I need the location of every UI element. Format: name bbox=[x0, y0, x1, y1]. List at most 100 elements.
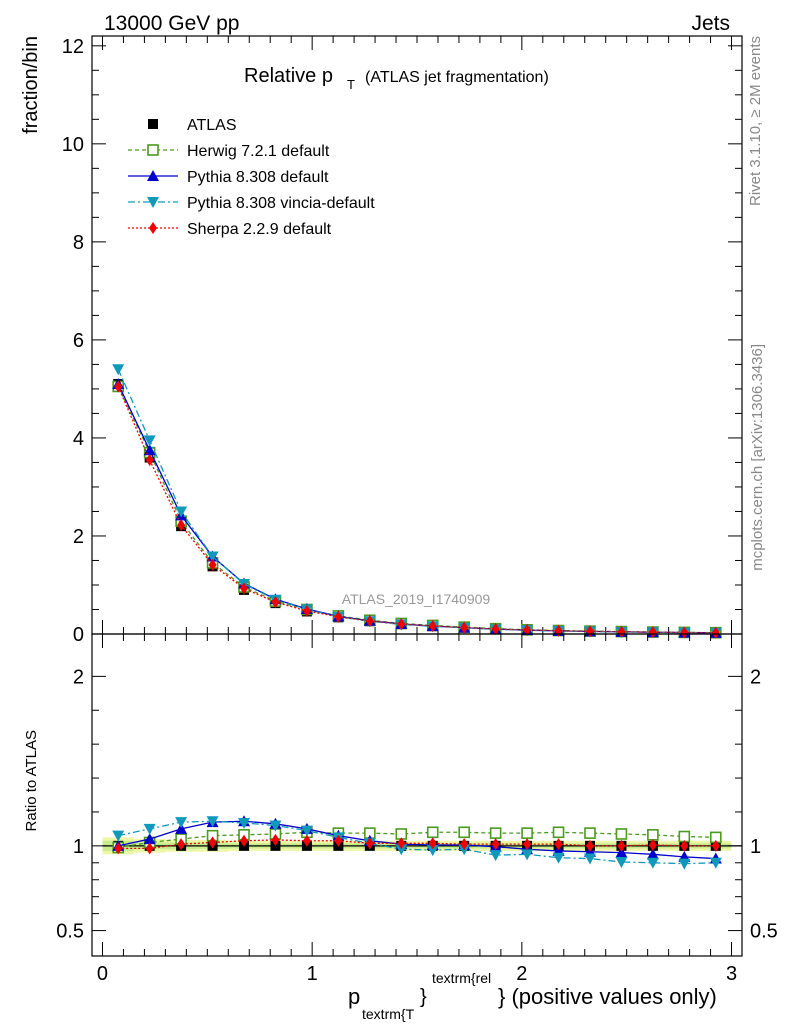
main-point-sherpa bbox=[460, 621, 469, 634]
xlabel-brace: } bbox=[420, 986, 427, 1008]
ratio-point-vincia bbox=[300, 825, 313, 837]
header-energy: 13000 GeV pp bbox=[104, 12, 239, 35]
ratio-point-sherpa bbox=[271, 833, 280, 846]
main-point-vincia bbox=[206, 551, 219, 563]
xlabel-superscript: textrm{rel bbox=[432, 970, 491, 986]
ratio-series-sherpa bbox=[114, 833, 720, 855]
main-plot-area: 0 2 4 6 8 10 12 bbox=[62, 35, 743, 646]
main-point-sherpa bbox=[491, 623, 500, 636]
ratio-point-pythia bbox=[175, 822, 188, 834]
main-point-sherpa bbox=[617, 625, 626, 638]
legend-label-atlas: ATLAS bbox=[187, 117, 237, 134]
ratio-xtick-label: 0 bbox=[97, 963, 108, 985]
ratio-point-herwig bbox=[458, 826, 470, 839]
legend-entry-pythia: Pythia 8.308 default bbox=[128, 169, 329, 186]
ratio-point-herwig bbox=[521, 827, 533, 839]
legend-marker-herwig bbox=[147, 144, 159, 156]
main-point-sherpa bbox=[428, 620, 437, 633]
ratio-series-vincia bbox=[112, 816, 722, 870]
ratio-plot-area: 0.5 0.5 1 1 2 2 0 1 2 3 bbox=[56, 633, 778, 985]
legend-marker-sherpa bbox=[149, 222, 157, 234]
ratio-point-sherpa bbox=[585, 839, 594, 852]
ratio-ytick-label-right: 0.5 bbox=[750, 921, 778, 943]
ratio-point-sherpa bbox=[334, 834, 343, 847]
ratio-point-sherpa bbox=[680, 839, 689, 852]
ratio-point-vincia bbox=[395, 844, 408, 856]
ratio-point-sherpa bbox=[428, 837, 437, 850]
ratio-point-pythia bbox=[615, 846, 628, 858]
plot-title: Relative p T (ATLAS jet fragmentation) bbox=[244, 65, 549, 92]
ratio-ylabel: Ratio to ATLAS bbox=[23, 730, 40, 831]
ratio-point-vincia bbox=[143, 823, 156, 835]
ratio-point-sherpa bbox=[648, 838, 657, 851]
legend-marker-vincia bbox=[147, 197, 159, 208]
main-point-sherpa bbox=[145, 453, 154, 466]
xlabel-subscript: textrm{T bbox=[362, 1006, 415, 1022]
ratio-series-pythia bbox=[112, 815, 722, 864]
ratio-ytick-label: 0.5 bbox=[56, 921, 84, 943]
main-ytick-label: 0 bbox=[73, 624, 84, 646]
ratio-xtick-label: 3 bbox=[726, 963, 737, 985]
ratio-point-vincia bbox=[615, 856, 628, 868]
main-point-sherpa bbox=[680, 626, 689, 639]
ratio-point-vincia bbox=[646, 857, 659, 869]
ratio-point-sherpa bbox=[460, 838, 469, 851]
ratio-line-vincia bbox=[118, 820, 716, 865]
ratio-point-sherpa bbox=[523, 838, 532, 851]
ratio-point-herwig bbox=[647, 829, 659, 841]
ratio-ytick-label: 2 bbox=[73, 666, 84, 688]
main-point-sherpa bbox=[648, 626, 657, 639]
ratio-point-herwig bbox=[552, 826, 565, 839]
title-paren: (ATLAS jet fragmentation) bbox=[365, 69, 549, 86]
ratio-point-pythia bbox=[143, 833, 156, 845]
main-point-vincia bbox=[112, 364, 125, 376]
ratio-point-sherpa bbox=[554, 838, 563, 851]
ratio-point-sherpa bbox=[397, 837, 406, 850]
title-subscript: T bbox=[347, 77, 355, 92]
ratio-point-vincia bbox=[583, 853, 596, 865]
ratio-point-vincia bbox=[238, 817, 251, 829]
mcplots-label: mcplots.cern.ch [arXiv:1306.3436] bbox=[749, 344, 766, 571]
ratio-point-herwig bbox=[489, 827, 502, 839]
legend-entry-atlas: ATLAS bbox=[148, 117, 237, 134]
analysis-watermark: ATLAS_2019_I1740909 bbox=[342, 591, 491, 607]
xlabel-p: p bbox=[348, 984, 360, 1009]
ratio-ytick-frame bbox=[91, 633, 743, 957]
header-process: Jets bbox=[691, 12, 730, 35]
ratio-point-sherpa bbox=[145, 842, 154, 855]
rivet-label: Rivet 3.1.10, ≥ 2M events bbox=[747, 36, 764, 206]
ratio-ytick-label-right: 2 bbox=[750, 666, 761, 688]
legend-label-pythia: Pythia 8.308 default bbox=[187, 169, 329, 186]
legend-marker-pythia bbox=[147, 170, 159, 181]
legend-label-sherpa: Sherpa 2.2.9 default bbox=[187, 221, 332, 238]
ratio-point-herwig bbox=[426, 826, 439, 839]
title-main: Relative p bbox=[244, 65, 333, 87]
ratio-point-pythia bbox=[646, 848, 659, 860]
x-axis-label: p textrm{T } textrm{rel } (positive valu… bbox=[348, 970, 717, 1022]
ratio-point-vincia bbox=[175, 817, 188, 829]
main-point-sherpa bbox=[114, 380, 123, 393]
ratio-point-vincia bbox=[426, 845, 439, 857]
ratio-xtick-label: 2 bbox=[516, 963, 527, 985]
ratio-point-sherpa bbox=[208, 836, 217, 849]
ratio-point-herwig bbox=[584, 827, 596, 839]
main-point-sherpa bbox=[365, 615, 374, 628]
ratio-point-vincia bbox=[521, 849, 534, 861]
ratio-point-vincia bbox=[678, 858, 691, 870]
xlabel-tail: } (positive values only) bbox=[498, 984, 717, 1009]
main-ylabel: fraction/bin bbox=[20, 36, 42, 134]
ratio-point-sherpa bbox=[617, 839, 626, 852]
main-ytick-label: 6 bbox=[73, 330, 84, 352]
legend-marker-atlas bbox=[148, 119, 158, 129]
ratio-point-herwig bbox=[615, 828, 628, 840]
ratio-point-sherpa bbox=[365, 837, 374, 850]
legend-label-herwig: Herwig 7.2.1 default bbox=[187, 143, 330, 160]
ratio-point-vincia bbox=[552, 852, 565, 864]
ratio-point-vincia bbox=[269, 820, 282, 832]
main-ytick-label: 2 bbox=[73, 526, 84, 548]
main-ytick-label: 10 bbox=[62, 134, 84, 156]
legend: ATLAS Herwig 7.2.1 default Pythia 8.308 de… bbox=[128, 117, 375, 238]
ratio-point-sherpa bbox=[240, 834, 249, 847]
ratio-ytick-label: 1 bbox=[73, 836, 84, 858]
